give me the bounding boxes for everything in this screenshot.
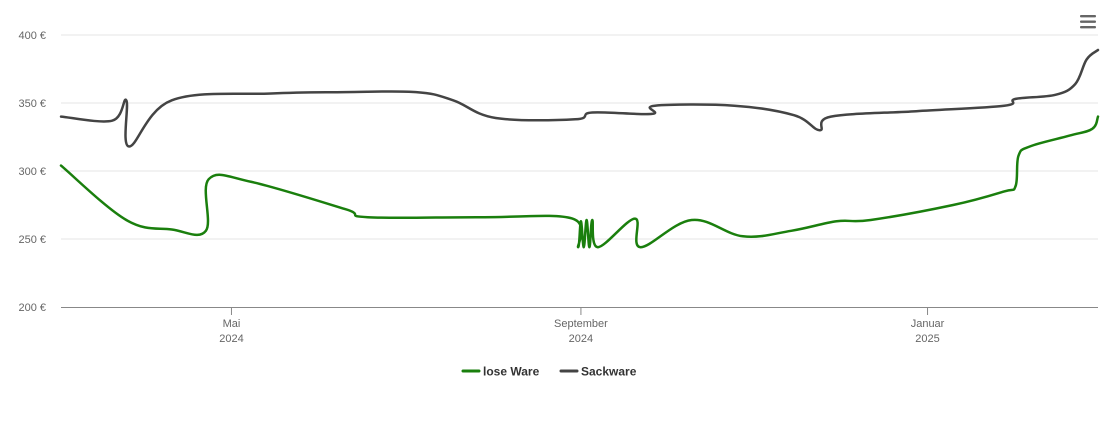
x-tick-label: September — [554, 318, 608, 330]
plot-area — [59, 48, 1100, 249]
x-tick-year: 2024 — [219, 333, 243, 345]
y-tick-label: 250 € — [18, 234, 46, 246]
legend[interactable]: lose Ware Sackware — [461, 365, 637, 379]
legend-item-sackware[interactable]: Sackware — [559, 365, 637, 379]
x-tick-year: 2024 — [569, 333, 593, 345]
menu-icon[interactable] — [1074, 9, 1102, 35]
legend-label: lose Ware — [483, 365, 540, 379]
y-tick-label: 350 € — [18, 98, 46, 110]
series-line-sackware — [59, 48, 1100, 148]
legend-item-lose-ware[interactable]: lose Ware — [461, 365, 540, 379]
y-tick-label: 200 € — [18, 302, 46, 314]
x-tick-year: 2025 — [915, 333, 939, 345]
series-line-lose-ware — [59, 115, 1100, 249]
x-tick-label: Januar — [911, 318, 945, 330]
legend-label: Sackware — [581, 365, 637, 379]
y-tick-label: 400 € — [18, 30, 46, 42]
y-tick-label: 300 € — [18, 166, 46, 178]
y-axis: 200 € 250 € 300 € 350 € 400 € — [18, 30, 46, 314]
x-tick-label: Mai — [223, 318, 241, 330]
x-axis: Mai 2024 September 2024 Januar 2025 — [61, 307, 1098, 345]
